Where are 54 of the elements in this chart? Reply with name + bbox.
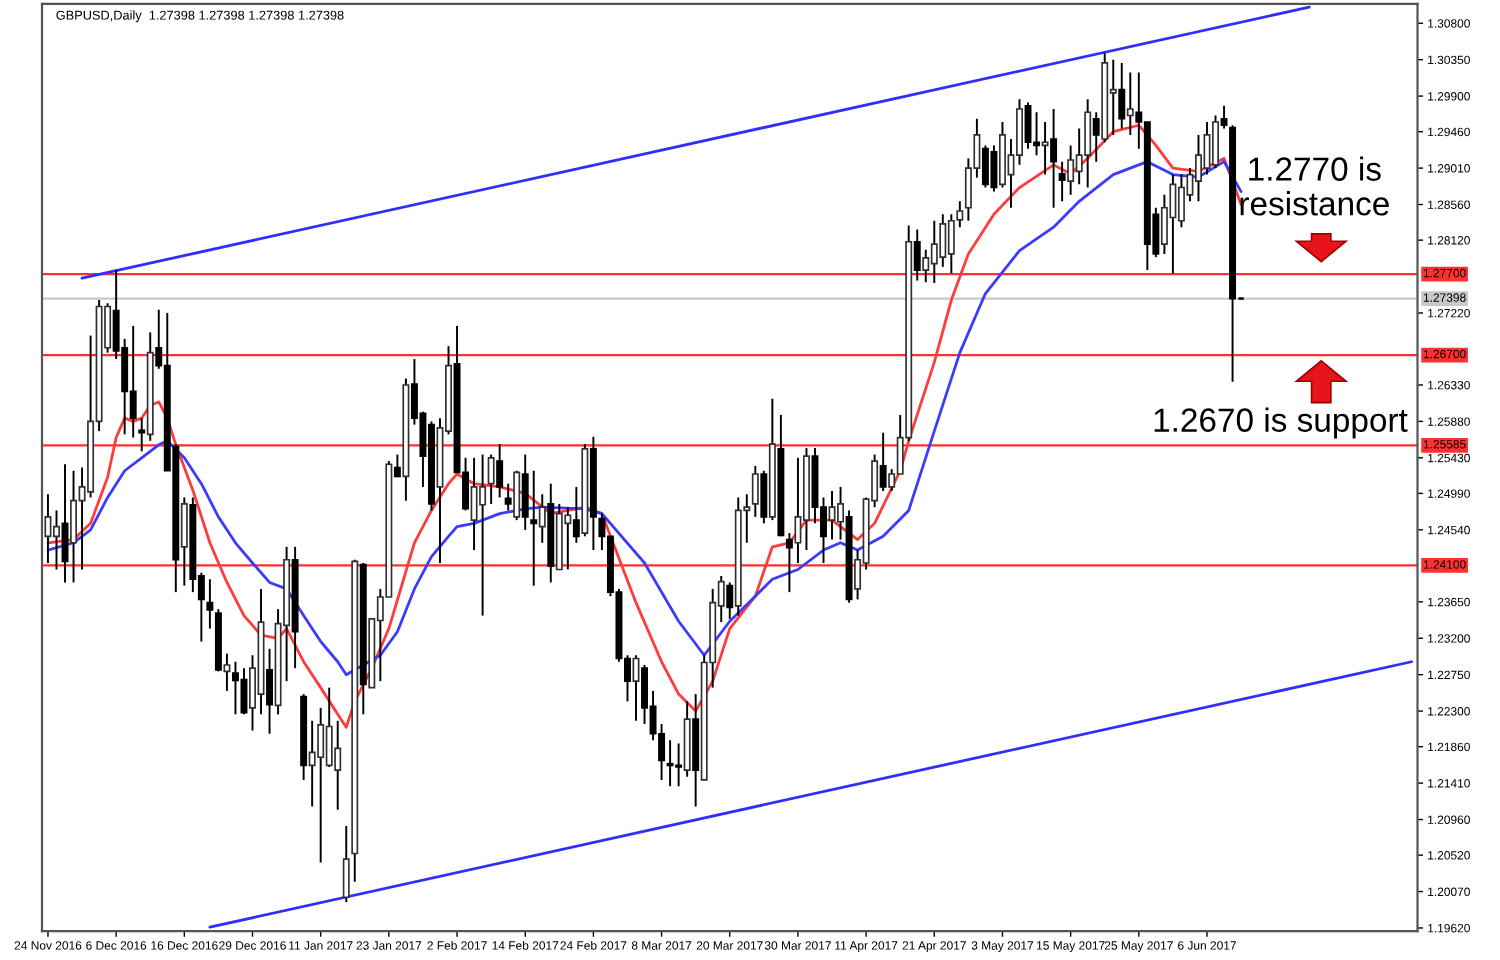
candlestick <box>751 464 759 518</box>
candlestick <box>231 660 239 716</box>
candlestick <box>325 686 333 768</box>
candlestick <box>129 324 137 439</box>
candlestick <box>1169 173 1177 275</box>
candlestick <box>44 493 52 564</box>
candlestick <box>879 431 887 492</box>
candlestick <box>479 453 487 617</box>
candlestick <box>513 469 521 522</box>
candlestick <box>342 825 350 904</box>
candlestick <box>726 581 734 620</box>
candlestick <box>666 739 674 788</box>
candlestick <box>1092 111 1100 163</box>
candlestick <box>530 469 538 587</box>
candlestick <box>760 469 768 525</box>
candlestick <box>334 719 342 811</box>
candlestick <box>564 506 572 571</box>
candlestick <box>1033 111 1041 157</box>
candlestick <box>317 706 325 864</box>
candlestick <box>922 248 930 284</box>
candlestick <box>930 219 938 284</box>
candlestick <box>1084 98 1092 189</box>
candlestick <box>913 228 921 282</box>
candlestick <box>947 213 955 275</box>
candlestick <box>138 417 146 453</box>
candlestick <box>1058 160 1066 203</box>
candlestick <box>1194 133 1202 203</box>
candlestick <box>70 469 78 584</box>
candlestick <box>785 532 793 594</box>
annotation: 1.2670 is support <box>1154 407 1408 439</box>
candlestick <box>981 144 989 189</box>
candlestick <box>1118 61 1126 130</box>
candlestick <box>1177 173 1185 229</box>
candlestick <box>1024 101 1032 150</box>
candlestick <box>1126 71 1134 136</box>
candlestick <box>496 443 504 499</box>
annotation: 1.2770 is resistance <box>1240 156 1389 216</box>
candlestick <box>487 453 495 505</box>
candlestick <box>1041 121 1049 176</box>
candlestick <box>1067 144 1075 196</box>
candlestick <box>1220 104 1228 130</box>
candlestick <box>521 453 529 531</box>
candlestick <box>828 490 836 541</box>
candlestick <box>1109 58 1117 136</box>
candlestick <box>1050 108 1058 209</box>
candlestick <box>572 485 580 544</box>
candlestick <box>939 213 947 268</box>
candlestick <box>206 578 214 630</box>
candlestick <box>794 456 802 564</box>
candlestick <box>470 456 478 552</box>
candlestick <box>504 482 512 512</box>
candlestick <box>990 144 998 193</box>
candlestick <box>675 742 683 788</box>
candlestick <box>266 647 274 735</box>
